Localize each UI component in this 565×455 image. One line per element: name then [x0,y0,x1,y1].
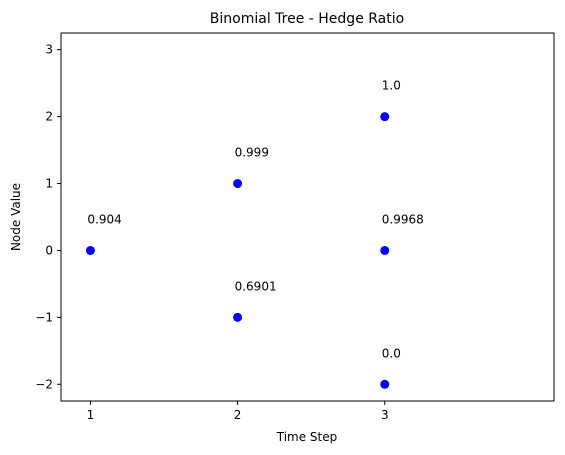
y-tick-label: −1 [35,310,53,324]
data-point [380,379,390,389]
y-axis-label: Node Value [9,183,23,251]
point-label: 0.6901 [235,279,277,293]
plot-frame [60,32,555,402]
y-tick-label: 3 [45,43,53,57]
data-point [85,245,95,255]
data-point [233,312,243,322]
chart-title: Binomial Tree - Hedge Ratio [210,11,404,27]
y-tick-label: 2 [45,110,53,124]
point-label: 0.904 [87,212,121,226]
x-tick-label: 2 [234,408,242,422]
point-label: 0.0 [382,346,401,360]
point-label: 0.999 [235,146,269,160]
x-tick-label: 3 [381,408,389,422]
y-tick-label: 0 [45,243,53,257]
x-axis-label: Time Step [276,430,338,444]
point-label: 1.0 [382,79,401,93]
y-tick-label: 1 [45,177,53,191]
point-label: 0.9968 [382,212,424,226]
data-point [380,112,390,122]
data-point [233,179,243,189]
y-tick-label: −2 [35,377,53,391]
x-tick-label: 1 [87,408,95,422]
data-point [380,245,390,255]
